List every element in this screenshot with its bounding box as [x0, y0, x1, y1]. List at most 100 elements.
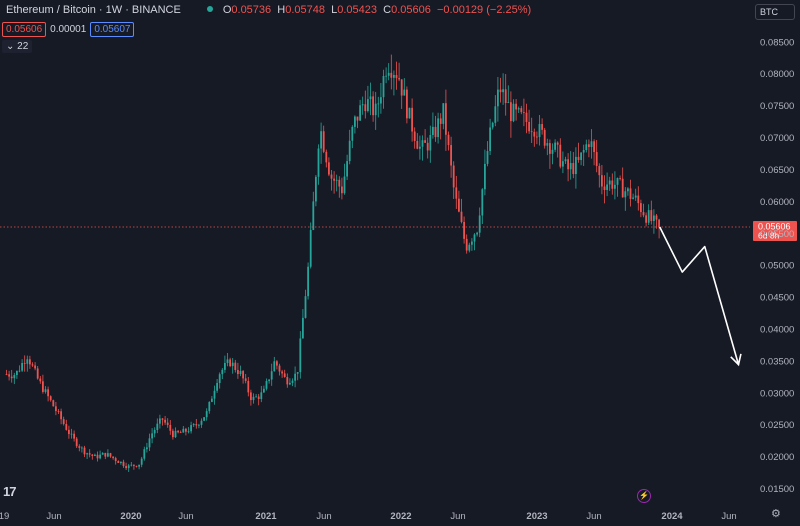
candle-body — [221, 369, 224, 375]
candle-body — [273, 361, 276, 372]
candle-body — [47, 389, 49, 397]
candle-body — [377, 103, 380, 105]
time-tick-label: Jun — [178, 511, 193, 522]
candle-body — [286, 377, 289, 385]
candle-body — [156, 423, 159, 431]
candle-body — [577, 156, 580, 161]
price-tick-label: 0.08000 — [760, 69, 794, 80]
candle-body — [31, 364, 34, 366]
candle-body — [75, 438, 78, 447]
candle-body — [257, 396, 260, 400]
candle-body — [307, 266, 309, 297]
candle-body — [299, 338, 302, 373]
candle-body — [322, 131, 325, 152]
candle-body — [439, 118, 442, 124]
candle-body — [445, 103, 447, 135]
sell-price-button[interactable]: 0.05606 — [2, 22, 47, 37]
candle-body — [315, 176, 317, 202]
candle-body — [226, 359, 229, 364]
candle-body — [205, 411, 208, 418]
price-tick-label: 0.01500 — [760, 484, 794, 495]
candle-body — [23, 363, 26, 364]
candle-body — [356, 116, 359, 121]
candle-body — [83, 447, 86, 455]
candle-body — [62, 419, 65, 424]
price-tick-label: 0.07500 — [760, 101, 794, 112]
candle-body — [42, 381, 44, 392]
candle-body — [546, 143, 549, 146]
candle-body — [468, 244, 471, 251]
candle-body — [426, 142, 429, 151]
candle-body — [408, 107, 411, 119]
candle-body — [341, 186, 343, 194]
candle-body — [515, 103, 517, 110]
candle-body — [367, 99, 369, 112]
candle-body — [107, 453, 109, 457]
candle-body — [127, 465, 130, 469]
candle-body — [18, 370, 21, 372]
annotation-arrow[interactable] — [659, 226, 740, 365]
symbol-title[interactable]: Ethereum / Bitcoin · 1W · BINANCE — [6, 4, 181, 16]
time-tick-label: Jun — [316, 511, 331, 522]
candle-body — [70, 433, 73, 435]
flash-icon[interactable]: ⚡ — [637, 489, 651, 503]
candle-body — [504, 89, 507, 103]
candle-body — [538, 124, 541, 138]
candle-body — [276, 361, 278, 366]
time-tick-label: Jun — [46, 511, 61, 522]
candle-body — [465, 238, 468, 251]
candle-body — [512, 103, 515, 122]
gear-icon[interactable]: ⚙ — [771, 508, 781, 520]
candle-body — [598, 165, 601, 176]
tradingview-logo-icon[interactable]: 17 — [3, 484, 17, 499]
candle-body — [647, 210, 650, 223]
candle-body — [395, 74, 398, 79]
candle-body — [13, 375, 16, 379]
candle-body — [185, 428, 187, 432]
price-axis[interactable]: 0.08500 0.08000 0.07500 0.07000 0.06500 0.060… — [760, 37, 794, 495]
time-tick-label: 2020 — [120, 511, 141, 522]
price-tick-label: 0.06500 — [760, 165, 794, 176]
candle-body — [153, 430, 156, 434]
candle-body — [478, 215, 481, 233]
currency-button[interactable]: BTC — [755, 4, 795, 20]
candle-body — [489, 127, 491, 152]
candle-body — [346, 161, 348, 177]
candle-body — [187, 431, 190, 433]
candle-body — [614, 184, 616, 189]
indicators-toggle[interactable]: ⌄ 22 — [2, 40, 33, 53]
candle-body — [460, 211, 463, 222]
candles-layer — [5, 54, 660, 473]
candle-body — [164, 419, 166, 423]
candle-body — [452, 165, 455, 188]
candle-body — [44, 389, 47, 392]
candle-body — [658, 219, 660, 228]
time-tick-label: Jun — [450, 511, 465, 522]
buy-price-button[interactable]: 0.05607 — [90, 22, 135, 37]
time-axis[interactable]: 19 Jun 2020 Jun 2021 Jun 2022 Jun 2023 Jun 2024 Jun — [0, 511, 737, 522]
candle-body — [502, 89, 504, 93]
countdown-value: 6d 8h — [758, 231, 780, 241]
price-tick-label: 0.07000 — [760, 133, 794, 144]
candle-body — [458, 198, 460, 212]
candle-body — [263, 388, 265, 393]
candle-body — [138, 464, 140, 467]
candle-body — [213, 390, 216, 399]
candle-body — [122, 461, 125, 467]
candle-body — [99, 454, 101, 459]
candle-body — [455, 187, 458, 199]
annotation-arrowhead — [730, 353, 742, 367]
candle-body — [590, 141, 593, 147]
open-value: 0.05736 — [231, 4, 272, 16]
candle-body — [104, 452, 107, 457]
candle-body — [330, 174, 333, 179]
candle-body — [281, 371, 283, 374]
candle-body — [655, 215, 658, 220]
market-status-icon — [206, 6, 213, 12]
candle-body — [637, 195, 640, 204]
candle-body — [559, 144, 562, 167]
candle-body — [244, 378, 247, 381]
candle-body — [432, 126, 434, 135]
